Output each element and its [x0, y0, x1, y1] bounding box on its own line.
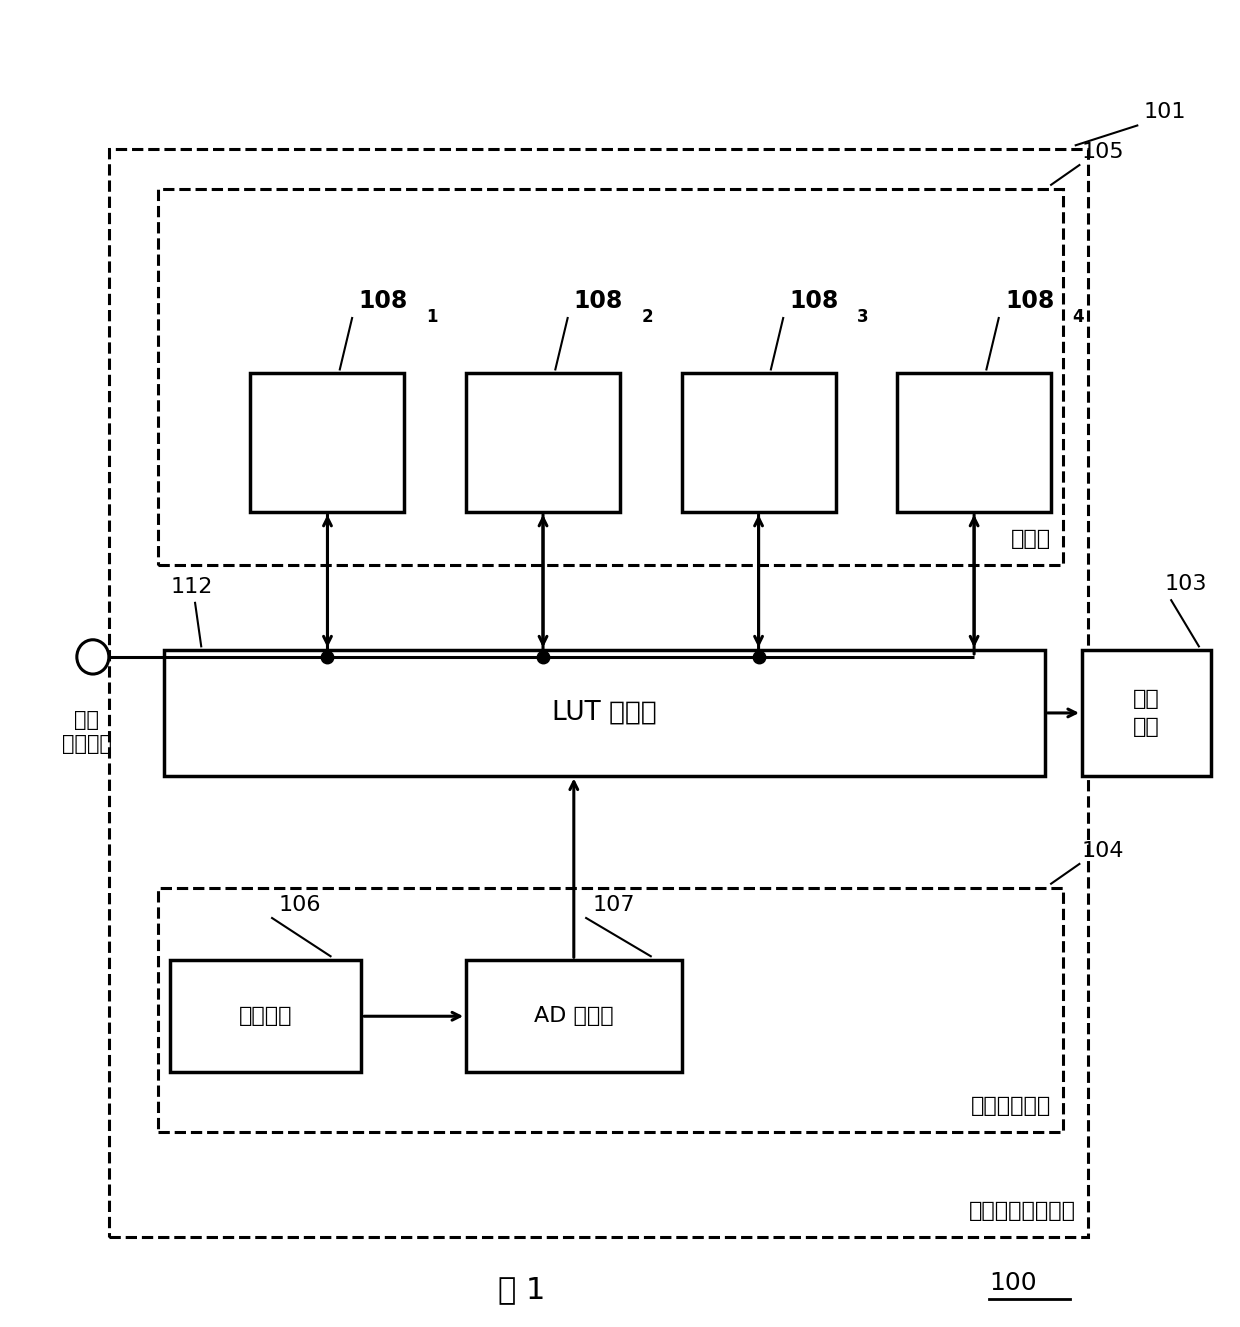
Text: LUT 选择部: LUT 选择部	[552, 699, 657, 726]
Text: 108: 108	[358, 289, 408, 313]
Text: 104: 104	[1081, 841, 1125, 861]
Text: 显示
装置: 显示 装置	[1133, 689, 1159, 736]
Text: 103: 103	[1166, 575, 1208, 594]
Text: 3: 3	[857, 308, 869, 325]
Text: 输入
图像信号: 输入 图像信号	[62, 710, 112, 755]
Bar	[1081, 650, 1211, 775]
Text: 106: 106	[278, 894, 321, 914]
Text: 4: 4	[1073, 308, 1084, 325]
Bar	[466, 373, 620, 512]
Bar	[164, 650, 1045, 775]
Text: 108: 108	[574, 289, 624, 313]
Text: 光传感器: 光传感器	[239, 1006, 293, 1026]
Text: 108: 108	[1004, 289, 1054, 313]
Text: 图 1: 图 1	[497, 1275, 546, 1304]
Text: 图像信号处理装置: 图像信号处理装置	[968, 1201, 1076, 1221]
Bar	[170, 961, 361, 1072]
Text: 变换部: 变换部	[1011, 528, 1052, 549]
Bar	[250, 373, 404, 512]
Text: 101: 101	[1143, 102, 1185, 122]
Text: 108: 108	[790, 289, 838, 313]
Text: 2: 2	[641, 308, 653, 325]
Text: 周围光检测部: 周围光检测部	[971, 1096, 1052, 1116]
Text: 100: 100	[990, 1271, 1037, 1295]
Text: 112: 112	[170, 577, 213, 597]
Bar	[897, 373, 1052, 512]
Text: AD 转换部: AD 转换部	[534, 1006, 614, 1026]
Bar	[682, 373, 836, 512]
Bar	[109, 149, 1087, 1237]
Text: 107: 107	[593, 894, 635, 914]
Text: 1: 1	[427, 308, 438, 325]
Bar	[159, 888, 1064, 1132]
Text: 105: 105	[1081, 142, 1125, 162]
Bar	[466, 961, 682, 1072]
Bar	[159, 188, 1064, 564]
